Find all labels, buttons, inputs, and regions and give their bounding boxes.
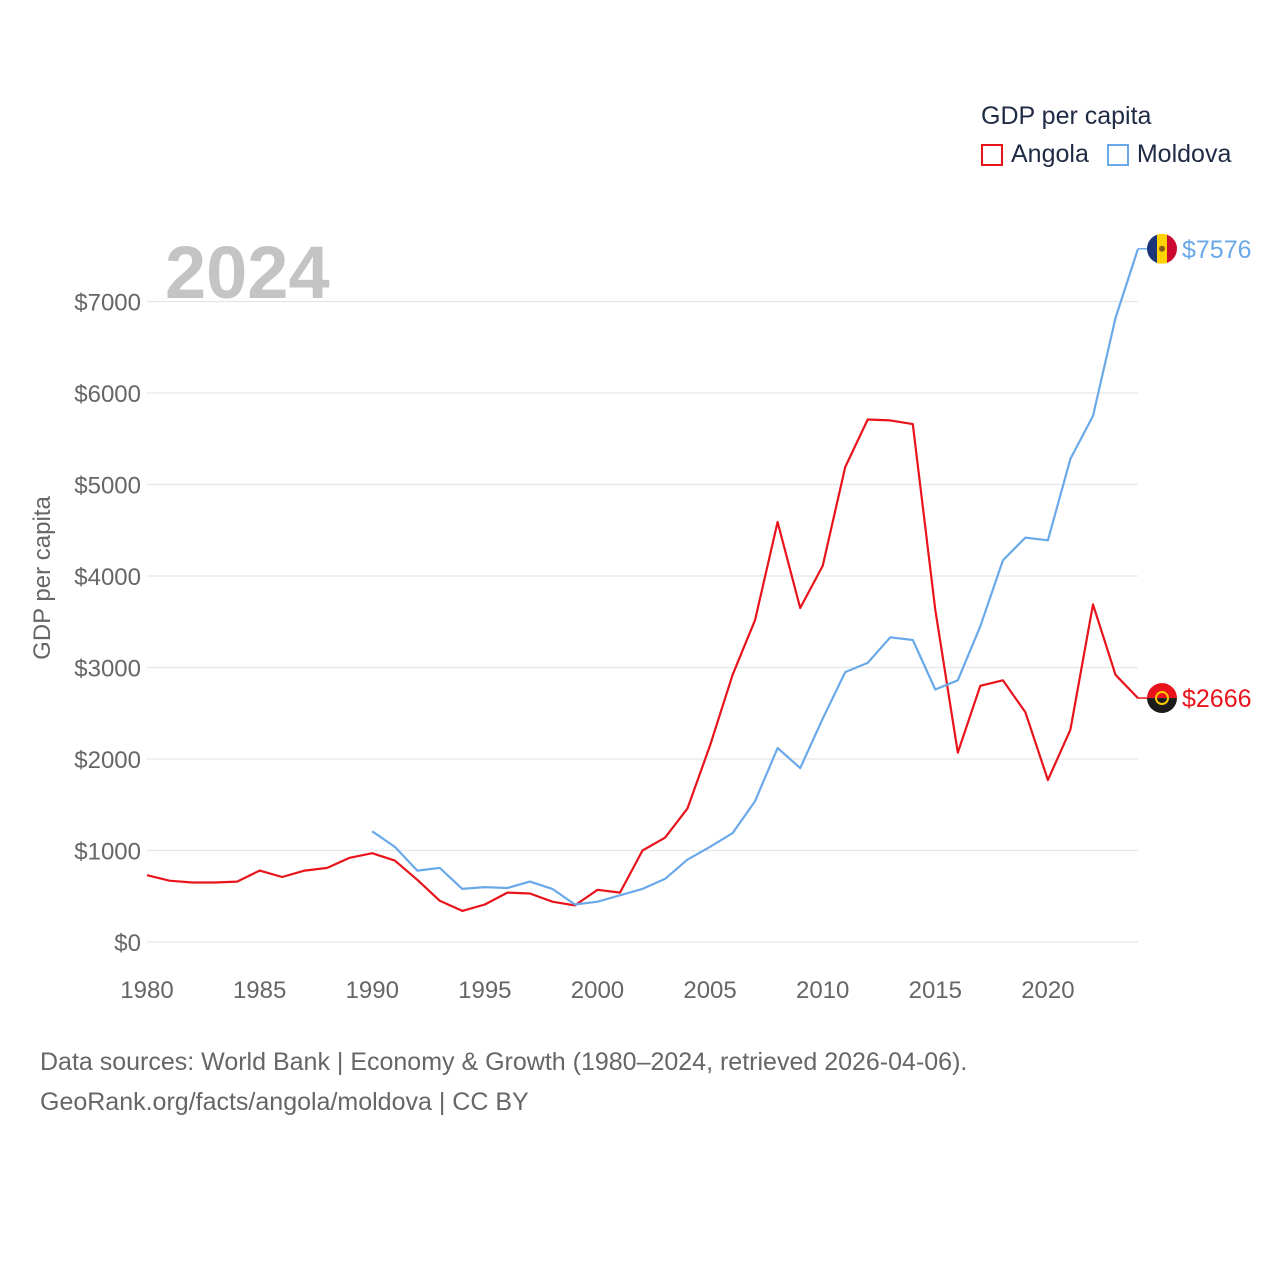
gdp-line-chart: 2024 GDP per capita $0 $1000 $2000 $3000 $40… [29, 231, 1252, 1004]
y-tick-label: $3000 [74, 656, 141, 683]
flag-stripes [1147, 683, 1177, 714]
y-tick-label: $7000 [74, 290, 141, 317]
flag-stripes [1147, 233, 1177, 264]
legend-swatch-moldova [1106, 143, 1129, 166]
x-tick-label: 2015 [909, 977, 962, 1004]
series-end-markers: $2666 $7576 [1138, 233, 1252, 714]
series-line-moldova [371, 248, 1140, 906]
flag-stripe-red [1167, 233, 1177, 264]
source-line-1: Data sources: World Bank | Economy & Gro… [40, 1048, 968, 1076]
legend-swatch-angola [981, 143, 1003, 166]
x-tick-label: 1990 [346, 977, 399, 1004]
source-line-2[interactable]: GeoRank.org/facts/angola/moldova | CC BY [40, 1088, 529, 1116]
x-tick-label: 1995 [458, 977, 511, 1004]
legend-items: Angola Moldova [981, 140, 1249, 169]
y-axis-label: GDP per capita [29, 496, 56, 660]
year-label: 2024 [165, 231, 330, 314]
x-tick-labels: 1980 1985 1990 1995 2000 2005 2010 2015 2020 [120, 977, 1074, 1004]
legend-label-moldova: Moldova [1136, 140, 1232, 168]
y-tick-label: $0 [114, 930, 141, 957]
flag-stripe-black [1147, 698, 1177, 714]
y-tick-label: $4000 [74, 564, 141, 591]
flag-emblem [1155, 691, 1169, 706]
series-line-angola [146, 418, 1139, 913]
angola-flag-icon [1147, 683, 1177, 714]
y-tick-label: $5000 [74, 473, 141, 500]
x-tick-label: 2010 [796, 977, 849, 1004]
flag-stripe-red [1147, 683, 1177, 699]
x-tick-label: 2005 [683, 977, 736, 1004]
y-tick-label: $2000 [74, 747, 141, 774]
legend-item-moldova[interactable]: Moldova [1106, 140, 1232, 169]
flag-stripe-blue [1147, 233, 1157, 264]
x-tick-label: 2020 [1021, 977, 1074, 1004]
data-source-note: Data sources: World Bank | Economy & Gro… [40, 1042, 967, 1122]
legend-label-angola: Angola [1011, 140, 1089, 168]
y-tick-label: $1000 [74, 839, 141, 866]
legend-item-angola[interactable]: Angola [981, 140, 1089, 169]
end-value-label-moldova: $7576 [1182, 236, 1252, 264]
x-tick-label: 2000 [571, 977, 624, 1004]
series-lines [146, 248, 1140, 913]
x-tick-label: 1980 [120, 977, 173, 1004]
end-value-label-angola: $2666 [1182, 685, 1252, 713]
x-tick-label: 1985 [233, 977, 286, 1004]
grid-lines [147, 300, 1138, 943]
moldova-flag-icon [1147, 233, 1177, 264]
legend-title: GDP per capita [981, 102, 1152, 130]
legend: GDP per capita Angola Moldova [981, 100, 1249, 169]
y-tick-labels: $0 $1000 $2000 $3000 $4000 $5000 $6000 $7000 [74, 290, 141, 958]
y-tick-label: $6000 [74, 381, 141, 408]
flag-emblem [1159, 245, 1165, 252]
